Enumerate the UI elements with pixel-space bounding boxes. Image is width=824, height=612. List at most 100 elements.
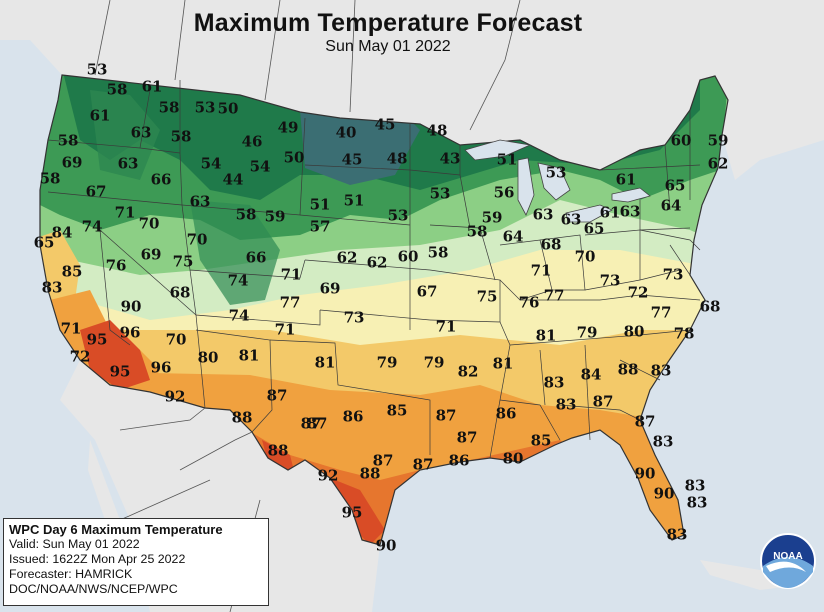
temp-label: 87	[300, 414, 322, 433]
temp-label: 50	[217, 99, 239, 118]
temp-label: 87	[412, 455, 434, 474]
temp-label: 50	[283, 148, 305, 167]
temp-label: 58	[39, 169, 61, 188]
temp-label: 85	[61, 262, 83, 281]
temp-label: 60	[397, 247, 419, 266]
temp-label: 67	[85, 182, 107, 201]
temp-label: 64	[660, 196, 682, 215]
temp-label: 77	[650, 303, 672, 322]
temp-label: 51	[496, 150, 518, 169]
temp-label: 87	[306, 414, 328, 433]
temp-label: 75	[476, 287, 498, 306]
temp-label: 88	[231, 408, 253, 427]
temp-label: 40	[335, 123, 357, 142]
temp-label: 66	[245, 248, 267, 267]
temp-label: 54	[200, 154, 222, 173]
temp-label: 76	[105, 256, 127, 275]
temp-label: 73	[662, 265, 684, 284]
temp-label: 95	[109, 362, 131, 381]
temp-label: 71	[60, 319, 82, 338]
temp-label: 70	[138, 214, 160, 233]
temp-label: 65	[583, 219, 605, 238]
temp-label: 54	[249, 157, 271, 176]
temp-label: 62	[336, 248, 358, 267]
temp-label: 53	[387, 206, 409, 225]
temp-label: 74	[81, 217, 103, 236]
temp-label: 71	[114, 203, 136, 222]
temp-label: 59	[481, 208, 503, 227]
noaa-logo-text: NOAA	[773, 551, 802, 562]
temp-label: 73	[343, 308, 365, 327]
temp-label: 71	[530, 261, 552, 280]
temp-label: 63	[619, 202, 641, 221]
temp-label: 69	[140, 245, 162, 264]
temp-label: 65	[664, 176, 686, 195]
temp-label: 72	[69, 347, 91, 366]
temp-label: 79	[376, 353, 398, 372]
temp-label: 56	[493, 183, 515, 202]
temp-label: 87	[435, 406, 457, 425]
temp-label: 90	[634, 464, 656, 483]
temp-label: 45	[374, 115, 396, 134]
temp-label: 58	[106, 80, 128, 99]
temp-label: 69	[319, 279, 341, 298]
temp-label: 86	[495, 404, 517, 423]
temp-label: 58	[170, 127, 192, 146]
info-issued: Issued: 1622Z Mon Apr 25 2022	[9, 552, 186, 566]
temp-label: 83	[684, 476, 706, 495]
temp-label: 68	[169, 283, 191, 302]
temp-label: 63	[189, 192, 211, 211]
forecast-info-box: WPC Day 6 Maximum Temperature Valid: Sun…	[3, 518, 269, 606]
temp-label: 63	[532, 205, 554, 224]
temp-label: 77	[279, 293, 301, 312]
temp-label: 61	[141, 77, 163, 96]
temp-label: 88	[359, 464, 381, 483]
temp-label: 64	[502, 227, 524, 246]
temp-label: 82	[457, 362, 479, 381]
temp-label: 83	[650, 361, 672, 380]
temp-label: 58	[57, 131, 79, 150]
temp-label: 53	[545, 163, 567, 182]
temp-label: 60	[670, 131, 692, 150]
temp-label: 80	[623, 322, 645, 341]
temp-label: 90	[653, 484, 675, 503]
temp-label: 53	[429, 184, 451, 203]
temp-label: 92	[317, 466, 339, 485]
temp-label: 69	[61, 153, 83, 172]
temp-label: 86	[448, 451, 470, 470]
temp-label: 95	[341, 503, 363, 522]
temp-label: 53	[194, 98, 216, 117]
temp-label: 76	[518, 293, 540, 312]
temp-label: 70	[165, 330, 187, 349]
info-valid: Valid: Sun May 01 2022	[9, 537, 140, 551]
temp-label: 58	[466, 222, 488, 241]
temp-label: 85	[530, 431, 552, 450]
temp-label: 83	[41, 278, 63, 297]
temp-label: 96	[150, 358, 172, 377]
temp-label: 72	[627, 283, 649, 302]
temp-label: 85	[386, 401, 408, 420]
temp-label: 74	[228, 306, 250, 325]
temp-label: 53	[86, 60, 108, 79]
map-title: Maximum Temperature Forecast	[193, 9, 583, 37]
temp-label: 80	[502, 449, 524, 468]
temp-label: 84	[51, 223, 73, 242]
temp-label: 74	[227, 271, 249, 290]
temp-label: 84	[580, 365, 602, 384]
info-heading: WPC Day 6 Maximum Temperature	[9, 522, 223, 537]
temp-label: 63	[117, 154, 139, 173]
temp-label: 57	[309, 217, 331, 236]
temp-label: 61	[599, 203, 621, 222]
temp-label: 58	[158, 98, 180, 117]
temp-label: 70	[574, 247, 596, 266]
temp-label: 59	[264, 207, 286, 226]
temp-label: 88	[267, 441, 289, 460]
temp-label: 90	[120, 297, 142, 316]
temp-label: 83	[543, 373, 565, 392]
temp-label: 90	[375, 536, 397, 555]
temp-label: 81	[492, 354, 514, 373]
temp-label: 87	[456, 428, 478, 447]
temp-label: 87	[266, 386, 288, 405]
temp-label: 48	[386, 149, 408, 168]
